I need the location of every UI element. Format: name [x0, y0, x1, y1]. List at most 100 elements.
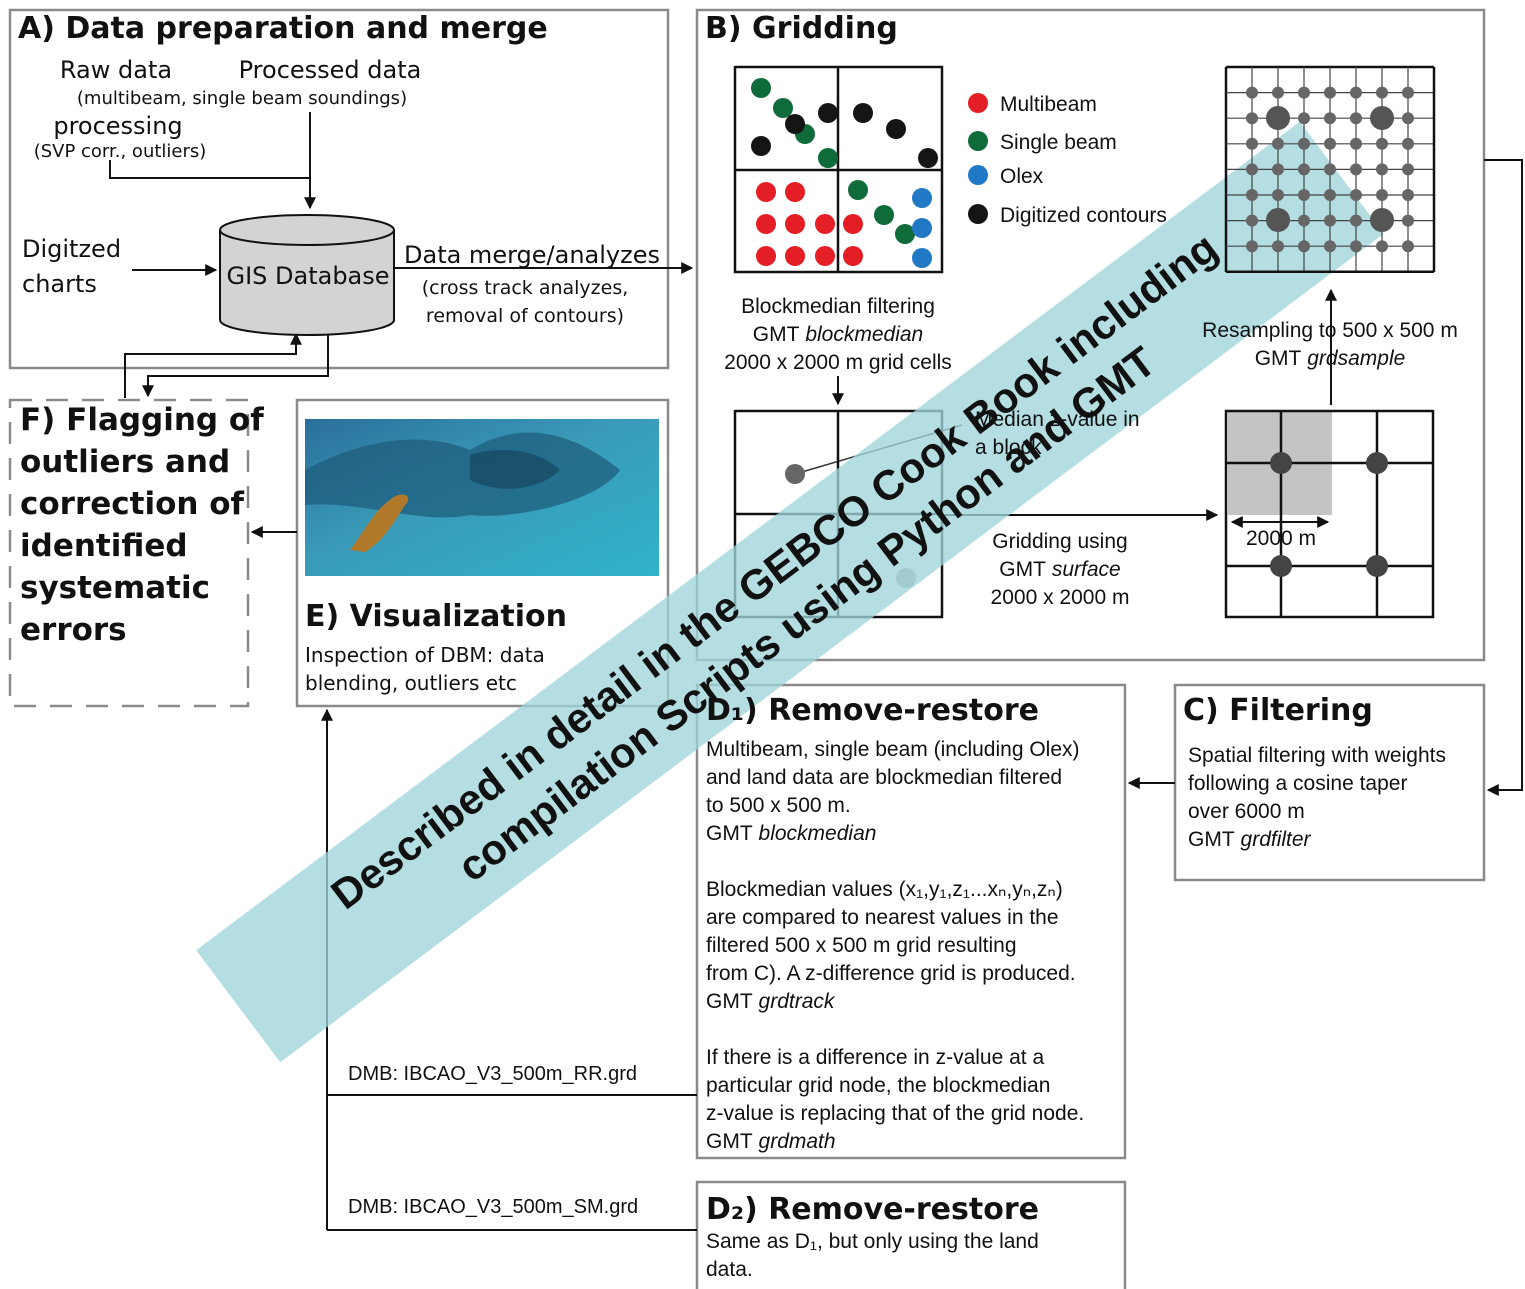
- tool-name: grdtrack: [759, 990, 836, 1013]
- node-dot: [1376, 240, 1388, 253]
- panel-title: E) Visualization: [305, 599, 567, 634]
- node-dot: [1298, 214, 1310, 227]
- tool-name: grdfilter: [1241, 828, 1312, 851]
- node-dot: [1324, 86, 1336, 99]
- node-dot: [1246, 163, 1258, 176]
- cylinder-top: [219, 214, 395, 246]
- label: removal of contours): [426, 305, 624, 327]
- label: If there is a difference in z-value at a: [706, 1046, 1044, 1069]
- node-dot: [1298, 240, 1310, 253]
- node-dot: [1266, 208, 1290, 232]
- node-dot: [1350, 163, 1362, 176]
- node-dot: [1350, 86, 1362, 99]
- node-dot: [1246, 214, 1258, 227]
- sounding-dot: [756, 246, 776, 266]
- tool-prefix: GMT: [1188, 828, 1235, 851]
- sounding-dot: [773, 98, 793, 118]
- panel-title: D₁) Remove-restore: [706, 693, 1039, 728]
- label: Spatial filtering with weights: [1188, 744, 1446, 767]
- panel-title: F) Flagging of: [20, 402, 264, 438]
- node-dot: [1376, 189, 1388, 201]
- label: Median z-value in: [975, 408, 1140, 431]
- node-dot: [1298, 112, 1310, 125]
- banner-band: [196, 121, 1384, 1063]
- sounding-dot: [815, 246, 835, 266]
- label: 2000 m: [1246, 527, 1316, 550]
- node-dot: [1402, 214, 1414, 227]
- label: over 6000 m: [1188, 800, 1305, 823]
- label: blending, outliers etc: [305, 671, 517, 695]
- legend-marker: [968, 131, 988, 151]
- tool-name: surface: [1052, 558, 1121, 581]
- database: [219, 214, 395, 336]
- sounding-dot: [785, 114, 805, 134]
- label: following a cosine taper: [1188, 772, 1407, 795]
- node-dot: [1246, 112, 1258, 125]
- sounding-dot: [912, 248, 932, 268]
- panel-d1: [695, 683, 1127, 1160]
- label: DMB: IBCAO_V3_500m_RR.grd: [348, 1063, 637, 1085]
- tool-name: blockmedian: [805, 323, 923, 346]
- label: to 500 x 500 m.: [706, 794, 851, 817]
- node-dot: [1350, 214, 1362, 227]
- label: GMT blockmedian: [706, 822, 876, 845]
- label: Same as D₁, but only using the land: [706, 1230, 1039, 1253]
- sounding-dot: [815, 214, 835, 234]
- sounding-dot: [895, 224, 915, 244]
- panel-d2: [695, 1180, 1127, 1289]
- label: particular grid node, the blockmedian: [706, 1074, 1050, 1097]
- node-dot: [1324, 214, 1336, 227]
- sounding-dot: [848, 180, 868, 200]
- label: data.: [706, 1258, 753, 1281]
- panel-b: [695, 8, 1486, 662]
- node-dot: [1298, 163, 1310, 176]
- node-dot: [1370, 208, 1394, 232]
- node-dot: [1366, 452, 1388, 474]
- node-dot: [1376, 163, 1388, 176]
- grid: [1224, 409, 1435, 619]
- panel-title: A) Data preparation and merge: [18, 11, 548, 46]
- sounding-dot: [785, 214, 805, 234]
- node-dot: [1324, 189, 1336, 201]
- node-dot: [1298, 137, 1310, 150]
- legend-marker: [968, 204, 988, 224]
- label: Gridding using: [992, 530, 1127, 553]
- panel-title: errors: [20, 612, 127, 648]
- panel-title: correction of: [20, 486, 245, 522]
- tool-name: grdsample: [1307, 347, 1405, 370]
- arrow: [124, 332, 302, 398]
- dot: [785, 464, 805, 484]
- panel-e: [295, 398, 670, 708]
- node-dot: [1246, 86, 1258, 99]
- sounding-dot: [818, 103, 838, 123]
- label: Processed data: [239, 56, 422, 84]
- label: GMT grdtrack: [706, 990, 836, 1013]
- grid-line: [1226, 411, 1433, 617]
- label: 2000 x 2000 m: [991, 586, 1130, 609]
- sounding-dot: [918, 148, 938, 168]
- node-dot: [1324, 112, 1336, 125]
- label: GMT grdmath: [706, 1130, 836, 1153]
- sounding-dot: [785, 246, 805, 266]
- node-dot: [1350, 112, 1362, 125]
- node-dot: [1402, 112, 1414, 125]
- arrow: [1484, 159, 1523, 796]
- node-dot: [1402, 240, 1414, 253]
- tool-prefix: GMT: [706, 990, 753, 1013]
- boxes: [8, 8, 1486, 1289]
- label: (multibeam, single beam soundings): [77, 88, 407, 109]
- tool-name: blockmedian: [759, 822, 877, 845]
- label: Data merge/analyzes: [404, 241, 660, 269]
- label: Blockmedian values (x₁,y₁,z₁...xₙ,yₙ,zₙ): [706, 878, 1063, 901]
- legend-label: Olex: [1000, 165, 1044, 188]
- node-dot: [1272, 189, 1284, 201]
- grid-line: [735, 67, 942, 272]
- node-dot: [1366, 555, 1388, 577]
- label: are compared to nearest values in the: [706, 906, 1059, 929]
- label: from C). A z-difference grid is produced…: [706, 962, 1076, 985]
- ridge: [305, 432, 620, 518]
- sounding-dot: [751, 78, 771, 98]
- label: and land data are blockmedian filtered: [706, 766, 1062, 789]
- node-dot: [1370, 106, 1394, 130]
